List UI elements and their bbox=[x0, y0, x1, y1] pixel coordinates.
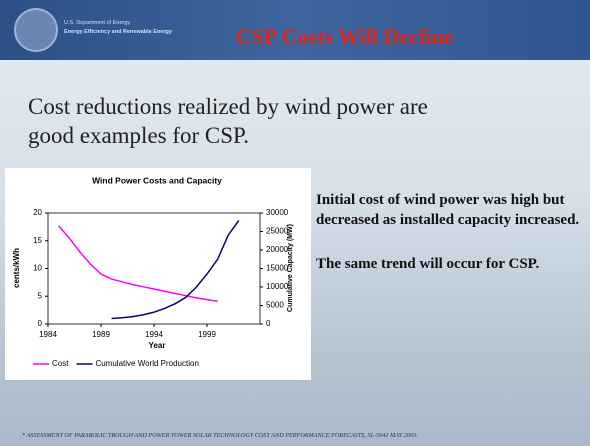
y2-tick-label: 30000 bbox=[266, 208, 289, 217]
y2-tick-label: 15000 bbox=[266, 264, 289, 273]
slide: U.S. Department of Energy Energy Efficie… bbox=[0, 0, 590, 446]
lead-text: Cost reductions realized by wind power a… bbox=[28, 92, 448, 150]
point: Initial cost of wind power was high but … bbox=[316, 190, 586, 230]
chart-title: Wind Power Costs and Capacity bbox=[92, 175, 222, 185]
y-tick-label: 5 bbox=[38, 291, 43, 300]
y-tick-label: 20 bbox=[33, 208, 42, 217]
y2-tick-label: 5000 bbox=[266, 301, 284, 310]
y-tick-label: 15 bbox=[33, 236, 42, 245]
x-tick-label: 1989 bbox=[92, 330, 110, 339]
logo bbox=[14, 8, 58, 52]
legend-label: Cost bbox=[52, 359, 69, 368]
y2-tick-label: 0 bbox=[266, 319, 271, 328]
legend-label: Cumulative World Production bbox=[95, 359, 198, 368]
x-axis-label: Year bbox=[149, 341, 166, 350]
org-line: U.S. Department of Energy bbox=[64, 20, 130, 26]
slide-title: CSP Costs Will Decline bbox=[236, 24, 453, 50]
x-tick-label: 1984 bbox=[39, 330, 57, 339]
y-tick-label: 0 bbox=[38, 319, 43, 328]
y2-tick-label: 10000 bbox=[266, 282, 289, 291]
y2-tick-label: 20000 bbox=[266, 245, 289, 254]
y-axis-label: cents/kWh bbox=[12, 248, 21, 288]
org-line: Energy Efficiency and Renewable Energy bbox=[64, 29, 172, 35]
header-band: U.S. Department of Energy Energy Efficie… bbox=[0, 0, 590, 60]
x-tick-label: 1994 bbox=[145, 330, 163, 339]
point: The same trend will occur for CSP. bbox=[316, 254, 586, 274]
series-line bbox=[112, 220, 239, 318]
y2-tick-label: 25000 bbox=[266, 227, 289, 236]
y-tick-label: 10 bbox=[33, 264, 42, 273]
x-tick-label: 1999 bbox=[198, 330, 216, 339]
footnote: * ASSESSMENT OF PARABOLIC TROUGH AND POW… bbox=[22, 432, 418, 439]
plot-frame bbox=[48, 213, 260, 324]
chart: Wind Power Costs and Capacity Year cents… bbox=[5, 168, 311, 380]
